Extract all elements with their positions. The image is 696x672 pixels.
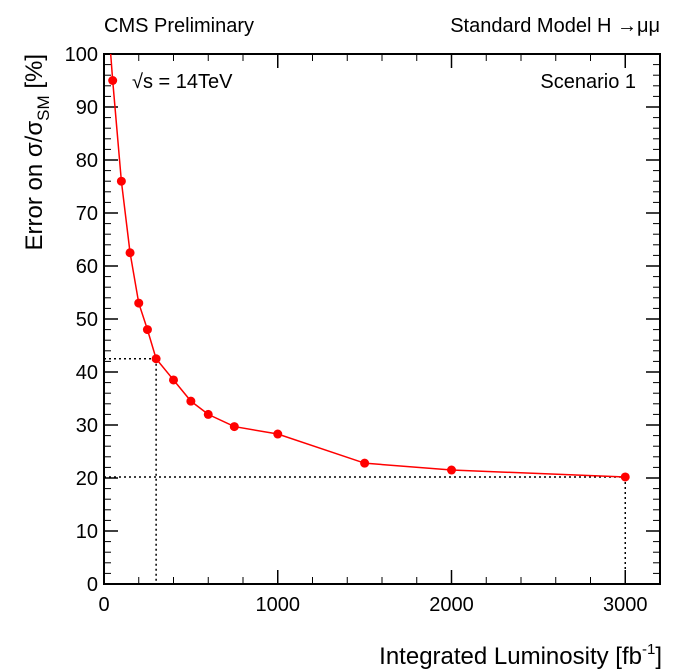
data-point [108, 76, 118, 85]
energy-text: s = 14TeV [143, 71, 233, 93]
x-tick-label: 3000 [603, 594, 648, 616]
data-point [134, 298, 144, 308]
y-tick-label: 0 [87, 574, 98, 596]
data-point [620, 472, 630, 482]
header-left: CMS Preliminary [104, 15, 254, 37]
sqrt-symbol: √ [132, 71, 143, 93]
y-tick-label: 90 [76, 97, 98, 119]
data-point [169, 375, 178, 385]
y-tick-label: 40 [76, 362, 98, 384]
y-tick-label: 70 [76, 203, 98, 225]
x-tick-label: 0 [98, 594, 109, 616]
x-axis-label: Integrated Luminosity [fb-1] [379, 641, 662, 670]
x-axis-label-main: Integrated Luminosity [fb [379, 643, 642, 670]
x-axis-label-sup: -1 [642, 641, 655, 658]
plot-frame [103, 53, 661, 585]
reference-lines [104, 358, 626, 584]
data-point [125, 248, 135, 258]
y-tick-label: 60 [76, 256, 98, 278]
y-axis-label-main: Error on σ/σ [21, 121, 48, 251]
x-tick-label: 1000 [256, 594, 301, 616]
data-point [151, 354, 161, 364]
data-point [273, 429, 283, 439]
y-tick-label: 50 [76, 309, 98, 331]
series-group [108, 53, 630, 482]
data-point [229, 422, 239, 432]
y-axis-label-sub: SM [34, 95, 53, 121]
energy-annotation: √s = 14TeV [132, 71, 233, 93]
data-point [116, 176, 126, 186]
header-right: Standard Model H →μμ [450, 15, 660, 37]
axis-ticks [103, 53, 660, 585]
y-tick-label: 80 [76, 150, 98, 172]
y-tick-label: 100 [65, 44, 98, 66]
x-tick-label: 2000 [429, 594, 474, 616]
series-line [111, 80, 626, 478]
scenario-annotation: Scenario 1 [540, 71, 636, 93]
y-tick-label: 20 [76, 468, 98, 490]
data-point [186, 396, 196, 406]
y-axis-label-end: [%] [21, 54, 48, 95]
data-point [142, 325, 152, 335]
y-tick-label: 30 [76, 415, 98, 437]
x-axis-label-end: ] [655, 643, 662, 670]
y-tick-label: 10 [76, 521, 98, 543]
data-point [447, 465, 456, 475]
y-axis-label: Error on σ/σSM [%] [21, 54, 53, 251]
data-point [203, 409, 213, 419]
data-point [360, 458, 370, 468]
